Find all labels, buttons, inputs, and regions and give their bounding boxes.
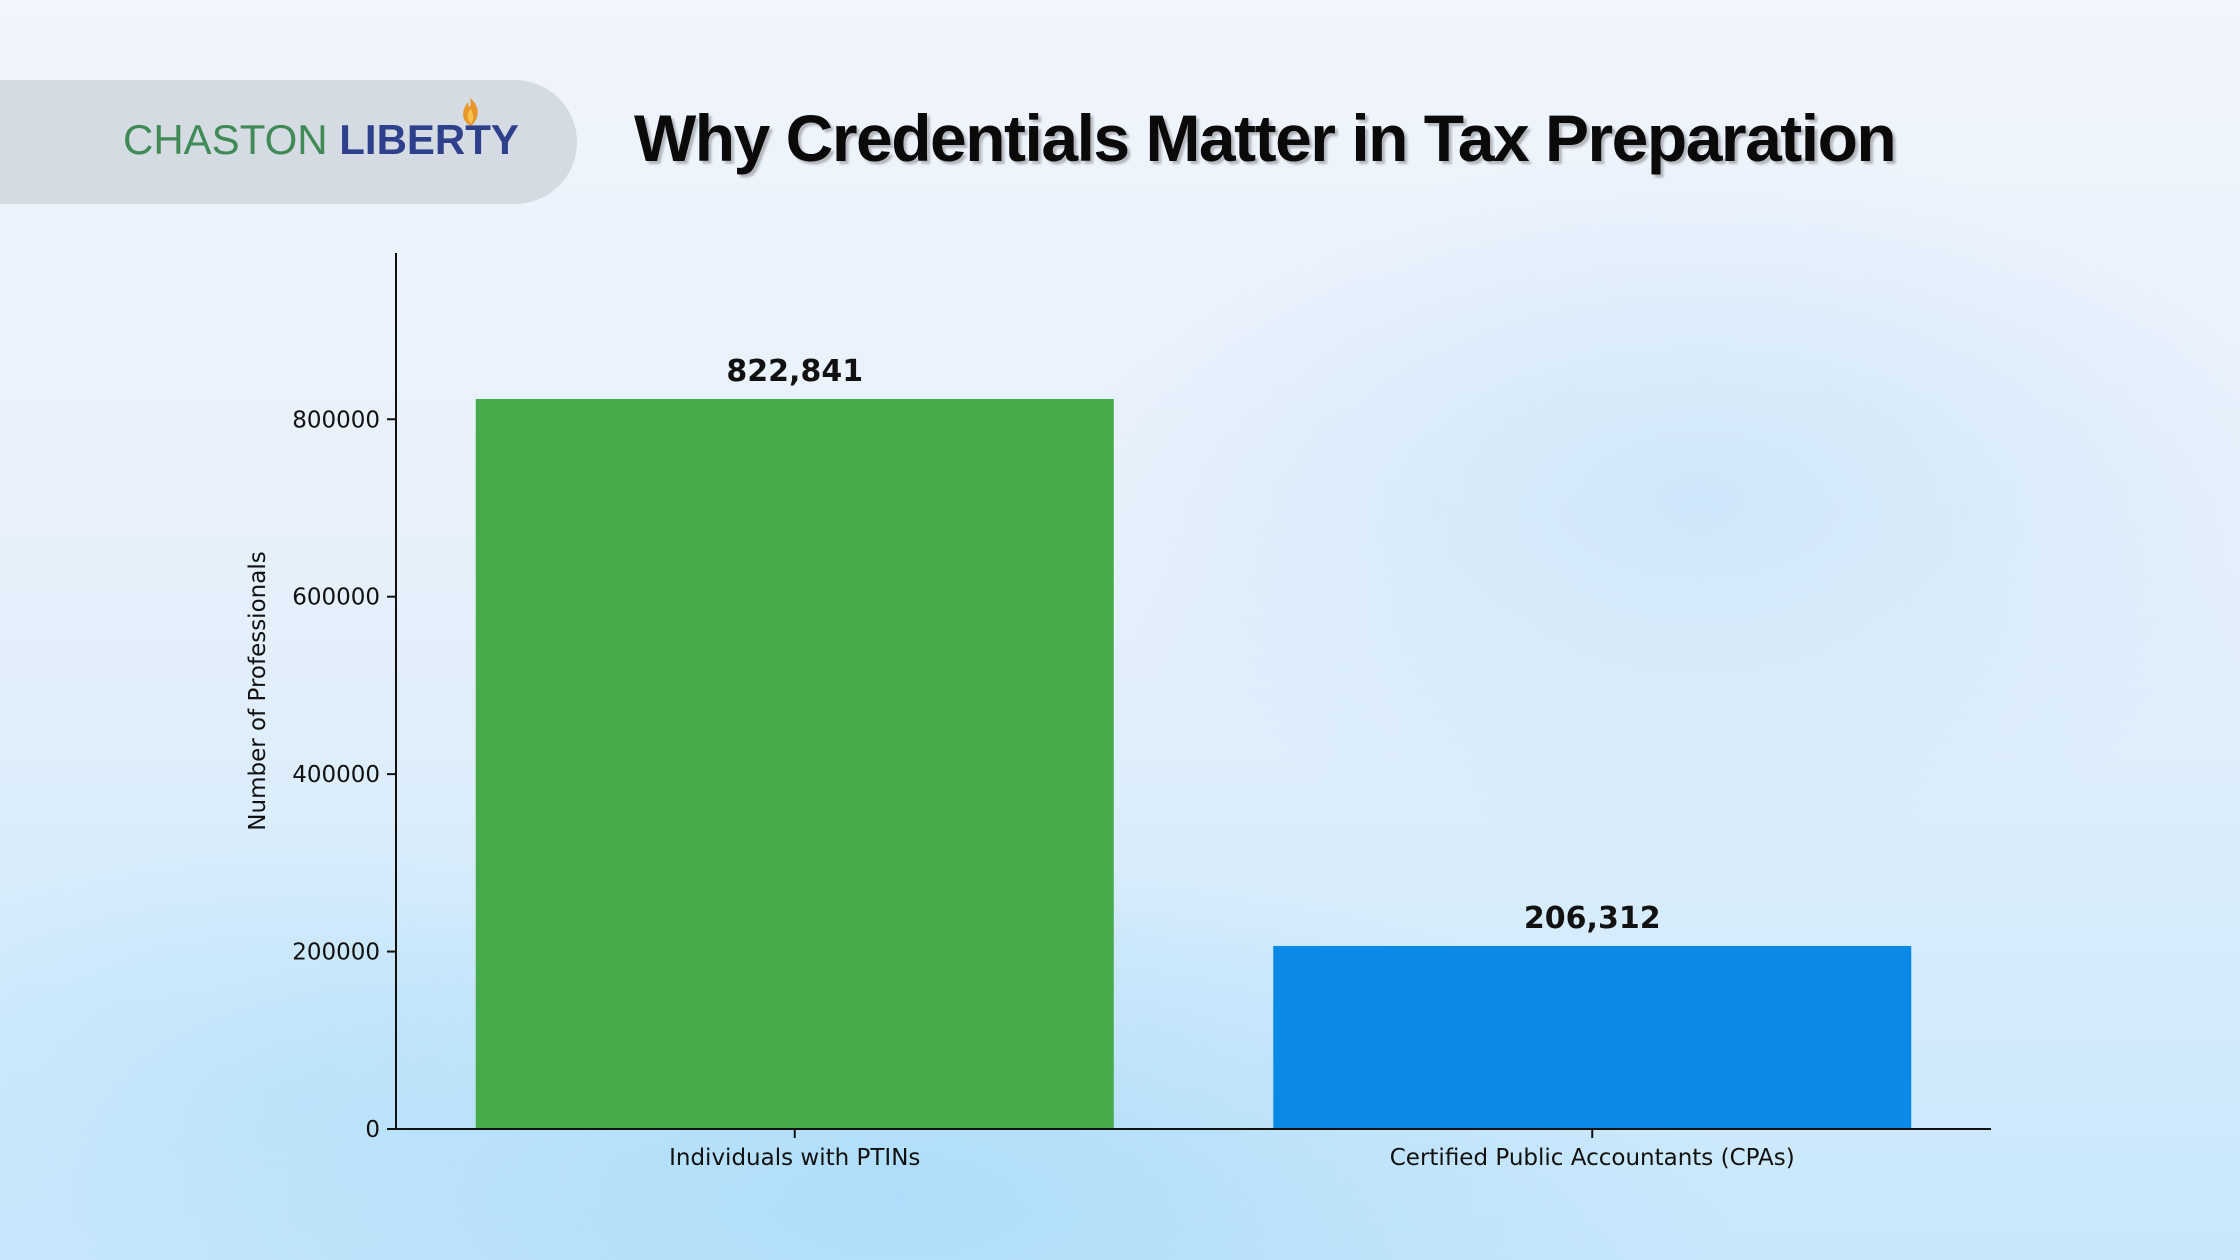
y-axis-label: Number of Professionals — [245, 551, 271, 830]
y-tick-label: 200000 — [292, 940, 380, 966]
logo-word-chaston: CHASTON — [123, 116, 328, 163]
logo-banner — [0, 80, 577, 204]
bar — [1273, 945, 1912, 1129]
company-logo: CHASTON LIBERTY — [123, 116, 519, 164]
y-tick-label: 800000 — [292, 407, 380, 433]
bar — [475, 398, 1114, 1129]
y-tick-label: 600000 — [292, 585, 380, 611]
y-tick-label: 0 — [365, 1117, 380, 1143]
x-tick-label: Certified Public Accountants (CPAs) — [1390, 1145, 1795, 1171]
bar-value-label: 206,312 — [1524, 901, 1661, 936]
bar-value-label: 822,841 — [726, 354, 863, 389]
logo-word-liberty: LIBERTY — [339, 116, 519, 163]
y-tick-label: 400000 — [292, 762, 380, 788]
torch-icon — [463, 98, 478, 126]
page-title: Why Credentials Matter in Tax Preparatio… — [634, 101, 1897, 175]
x-tick-label: Individuals with PTINs — [669, 1145, 920, 1171]
